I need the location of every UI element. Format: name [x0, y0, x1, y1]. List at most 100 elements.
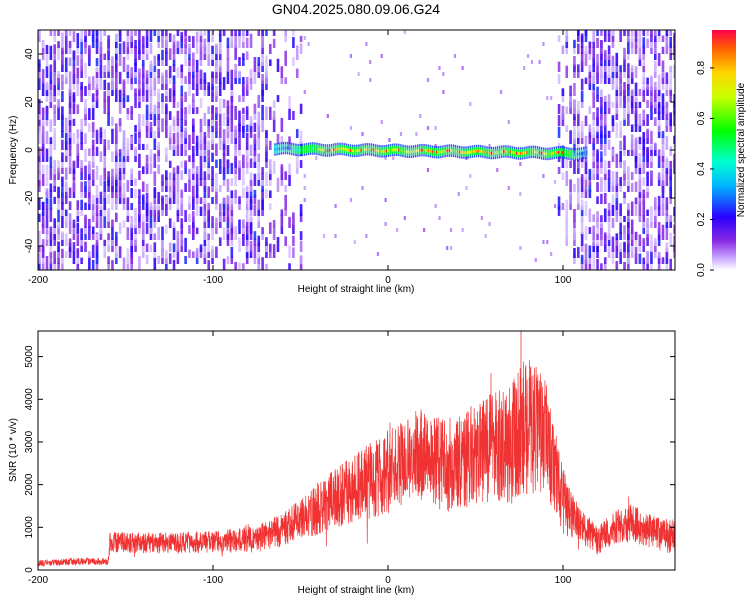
signal-core: [572, 152, 574, 156]
spectrogram-cell: [600, 107, 603, 114]
spectrogram-cell: [607, 250, 611, 258]
spectrogram-cell: [303, 36, 306, 40]
spectrogram-cell: [157, 164, 160, 174]
spectrogram-cell: [145, 30, 149, 36]
spectrogram-cell: [68, 238, 72, 246]
spectrogram-cell: [88, 76, 91, 84]
snr-background: [38, 331, 675, 570]
spectrogram-cell: [349, 198, 353, 202]
spectrogram-cell: [153, 138, 157, 150]
spectrogram-cell: [600, 151, 603, 162]
spectrogram-cell: [253, 56, 257, 72]
spectrogram-cell: [107, 171, 110, 180]
spectrogram-cell: [207, 202, 210, 210]
spectrogram-cell: [292, 235, 295, 246]
spectrogram-cell: [623, 67, 626, 78]
spectrogram-cell: [184, 162, 187, 174]
spectrogram-cell: [145, 50, 149, 60]
spectrogram-cell: [619, 232, 622, 240]
spectrogram-cell: [638, 137, 642, 144]
spectrogram-cell: [107, 70, 110, 78]
spectrogram-cell: [61, 152, 64, 162]
spectrogram-cell: [272, 110, 276, 120]
spectrogram-cell: [111, 151, 114, 162]
spectrogram-cell: [623, 261, 626, 270]
spectrogram-cell: [592, 154, 595, 162]
spectrogram-cell: [303, 174, 306, 178]
spectrogram-cell: [38, 111, 41, 120]
spectrogram-cell: [592, 161, 595, 168]
spectrogram-cell: [642, 237, 646, 246]
spectrogram-cell: [141, 59, 145, 66]
spectrogram-cell: [118, 121, 122, 132]
spectrogram-cell: [584, 30, 588, 36]
spectrogram-cell: [192, 175, 195, 186]
spectrogram-cell: [138, 204, 141, 216]
spectrogram-cell: [95, 252, 99, 264]
spectrogram-cell: [107, 233, 110, 240]
signal-core: [320, 148, 322, 152]
spectrogram-cell: [276, 177, 280, 192]
spectrogram-cell: [607, 178, 611, 192]
spectrogram-cell: [234, 175, 237, 186]
spectrogram-cell: [261, 191, 264, 198]
spectrogram-cell: [261, 51, 264, 66]
spectrogram-cell: [115, 190, 118, 198]
spectrogram-cell: [272, 30, 276, 36]
spectrogram-cell: [199, 140, 203, 150]
spectrogram-cell: [203, 254, 207, 264]
spectrogram-cell: [222, 30, 226, 36]
spectrogram-cell: [269, 222, 272, 234]
spectrogram-cell: [361, 132, 364, 136]
spectrogram-cell: [307, 42, 310, 46]
spectrogram-cell: [53, 44, 56, 54]
spectrogram-cell: [64, 181, 68, 192]
spectrogram-cell: [91, 145, 95, 156]
spectrogram-cell: [288, 108, 291, 120]
spectrogram-cell: [118, 149, 122, 156]
spectrogram-cell: [99, 77, 103, 90]
spectrogram-cell: [122, 193, 126, 204]
spectrogram-cell: [91, 93, 95, 102]
spectrogram-cell: [111, 197, 114, 210]
spectrogram-cell: [577, 191, 580, 204]
spectrogram-cell: [665, 215, 669, 222]
signal-core: [347, 148, 350, 152]
spectrogram-cell: [630, 138, 634, 150]
spectrogram-cell: [118, 89, 122, 96]
spectrogram-cell: [207, 260, 210, 270]
spectrogram-cell: [115, 82, 118, 90]
spectrogram-cell: [53, 176, 56, 186]
spectrogram-cell: [630, 201, 634, 216]
spectrogram-cell: [315, 156, 318, 160]
spectrogram-cell: [211, 178, 214, 186]
spectrogram-cell: [165, 170, 168, 180]
spectrogram-cell: [592, 162, 595, 174]
spectrogram-cell: [603, 177, 607, 186]
spectrogram-cell: [553, 204, 557, 208]
spectrogram-cell: [600, 224, 603, 234]
spectrogram-cell: [577, 30, 580, 36]
spectrogram-cell: [64, 132, 68, 144]
spectrogram-cell: [61, 120, 64, 132]
spectrogram-cell: [603, 71, 607, 78]
spectrogram-cell: [642, 221, 646, 228]
spectrogram-cell: [265, 147, 268, 156]
spectrogram-cell: [126, 180, 130, 192]
spectrogram-cell: [172, 133, 176, 144]
spectrogram-cell: [115, 179, 118, 186]
spectrogram-cell: [657, 155, 661, 162]
spectrogram-cell: [38, 154, 41, 162]
spectrogram-cell: [265, 30, 268, 36]
spectrogram-cell: [596, 173, 599, 180]
spectrogram-cell: [623, 108, 626, 120]
spectrogram-cell: [565, 171, 569, 186]
spectrogram-cell: [634, 106, 638, 114]
spectrogram-cell: [592, 143, 595, 150]
spectrogram-cell: [615, 153, 619, 162]
spectrogram-cell: [76, 200, 80, 210]
spectrogram-cell: [557, 166, 561, 174]
spectrogram-cell: [84, 133, 87, 144]
spectrogram-cell: [99, 206, 103, 216]
spectrogram-cell: [57, 166, 60, 174]
